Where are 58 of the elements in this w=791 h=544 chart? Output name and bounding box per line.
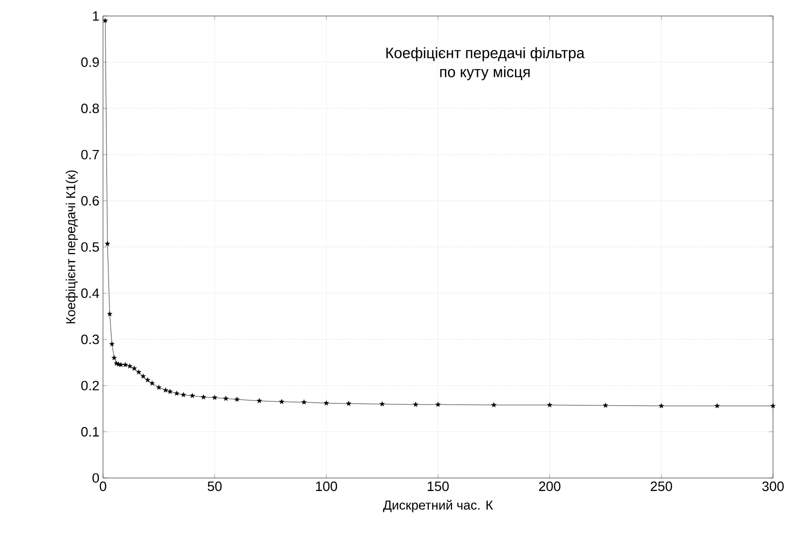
point [491,402,496,408]
y-tick-label: 0.5 [81,242,99,252]
x-tick-label: 250 [650,482,672,492]
y-tick-label: 0.3 [81,334,99,344]
point [602,402,608,408]
y-tick-label: 0.7 [81,150,99,160]
x-tick-label: 200 [539,482,560,492]
point [162,387,168,392]
point [190,393,195,398]
y-axis-title: Коефіцієнт передачі К1(к) [66,170,78,324]
point [380,401,385,406]
point [107,311,112,316]
point [223,396,228,401]
point [174,390,180,396]
x-axis-title: Дискретний час. К [383,500,493,512]
point [714,403,720,408]
y-tick-label: 0.8 [81,104,99,114]
y-tick-label: 1 [93,11,99,21]
point [132,366,137,371]
point [212,394,218,400]
point [109,341,115,346]
annotation: по куту місця [440,66,530,80]
point [200,394,206,400]
x-tick-label: 100 [316,482,338,492]
point [150,380,155,386]
point [346,400,352,406]
y-tick-label: 0.9 [81,57,99,67]
point [435,402,441,407]
point [104,241,110,246]
point [167,388,173,394]
y-tick-label: 0.6 [81,196,99,206]
point [122,362,128,368]
point [547,402,552,408]
point [234,396,240,402]
annotation: Коефіцієнт передачі фільтра [386,47,585,62]
point [112,355,117,360]
point [145,377,150,382]
point [279,399,284,404]
x-tick-label: 300 [762,482,784,492]
point [658,403,664,408]
point [770,403,776,408]
y-tick-label: 0.2 [81,380,99,390]
point [324,400,329,406]
x-tick-label: 0 [100,482,106,492]
y-tick-label: 0 [92,473,99,483]
y-tick-label: 0.4 [81,288,100,298]
point [136,369,142,374]
point [140,374,146,379]
point [102,18,108,23]
y-tick-label: 0.1 [81,427,99,437]
point [256,398,262,404]
point [127,363,132,368]
point [156,384,162,390]
x-tick-label: 150 [428,482,449,492]
point [301,399,307,404]
point [180,392,186,398]
point [413,402,418,407]
x-tick-label: 50 [208,482,222,492]
